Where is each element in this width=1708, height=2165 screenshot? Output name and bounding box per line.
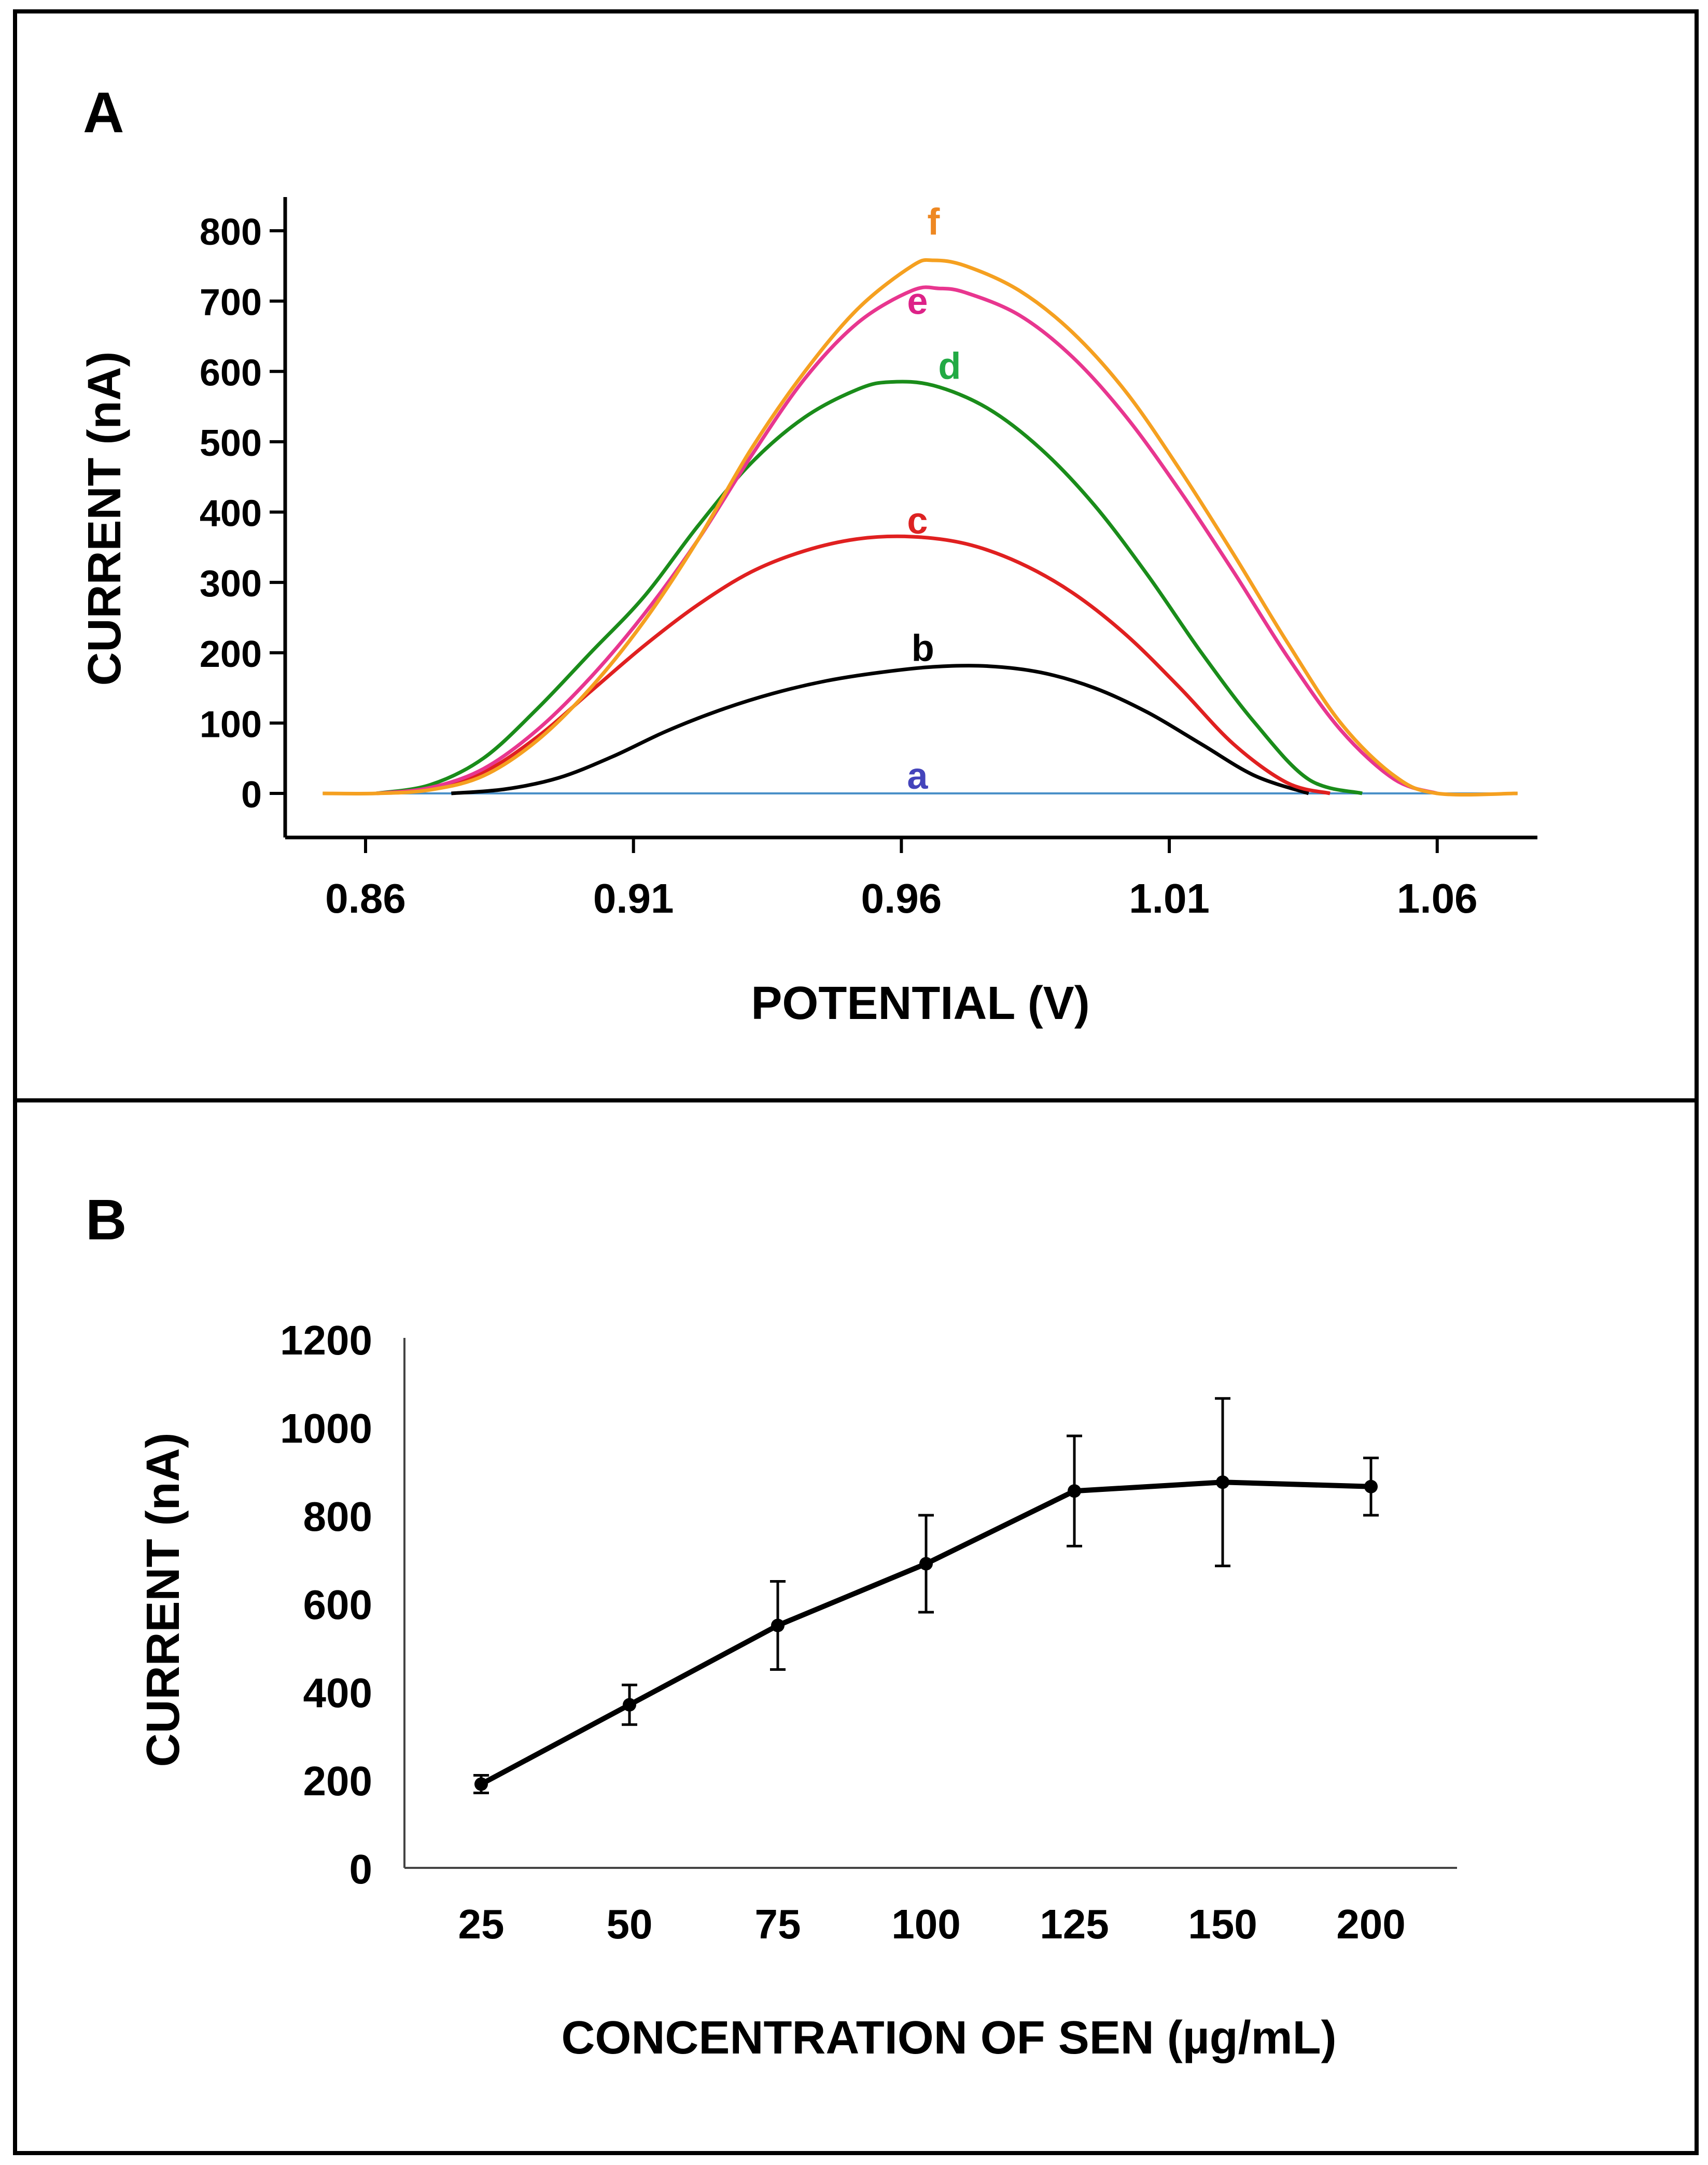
b-data-point [1216, 1475, 1229, 1489]
a-x-axis-title: POTENTIAL (V) [751, 977, 1089, 1029]
a-y-axis-title: CURRENT (nA) [79, 352, 131, 686]
b-y-tick-label: 800 [303, 1493, 372, 1540]
panel-a-letter: A [83, 81, 124, 145]
a-x-tick-label: 0.91 [593, 875, 674, 921]
a-series-line-b [451, 664, 1309, 795]
b-x-tick-label: 75 [755, 1901, 801, 1947]
a-y-tick-label: 0 [241, 774, 262, 816]
a-series-label-a: a [907, 756, 928, 797]
b-y-tick-label: 400 [303, 1670, 372, 1716]
b-x-axis-title: CONCENTRATION OF SEN (µg/mL) [561, 2012, 1336, 2064]
panel-b-frame [13, 1098, 1699, 2155]
a-y-tick-label: 600 [200, 352, 262, 394]
b-y-axis-title: CURRENT (nA) [137, 1433, 189, 1767]
a-series-label-f: f [927, 201, 940, 243]
b-data-point [474, 1777, 488, 1791]
panel-b-letter: B [86, 1188, 127, 1252]
a-series-line-f [323, 258, 1518, 797]
a-x-tick-label: 1.06 [1397, 875, 1478, 921]
b-data-point [623, 1698, 636, 1712]
b-x-tick-label: 125 [1040, 1901, 1109, 1947]
b-data-point [1068, 1484, 1081, 1498]
a-series-line-e [376, 285, 1438, 795]
a-y-tick-label: 200 [200, 634, 262, 675]
b-y-tick-label: 0 [349, 1846, 373, 1892]
a-x-tick-label: 0.86 [325, 875, 406, 921]
panel-a-frame [13, 9, 1699, 1102]
a-y-tick-label: 800 [200, 212, 262, 253]
a-y-tick-label: 100 [200, 704, 262, 745]
a-series-line-d [376, 380, 1363, 795]
a-series-label-d: d [938, 345, 961, 387]
b-x-tick-label: 25 [458, 1901, 505, 1947]
b-x-tick-label: 50 [607, 1901, 653, 1947]
a-y-tick-label: 400 [200, 493, 262, 535]
b-y-tick-label: 1200 [280, 1317, 372, 1363]
a-y-tick-label: 500 [200, 423, 262, 464]
b-y-tick-label: 600 [303, 1582, 372, 1628]
b-x-tick-label: 150 [1188, 1901, 1257, 1947]
a-series-label-e: e [907, 281, 928, 323]
a-series-label-c: c [907, 500, 928, 542]
b-y-tick-label: 200 [303, 1758, 372, 1804]
b-data-point [771, 1618, 785, 1632]
b-y-tick-label: 1000 [280, 1405, 372, 1451]
a-x-tick-label: 0.96 [861, 875, 942, 921]
a-x-tick-label: 1.01 [1129, 875, 1210, 921]
a-series-line-c [376, 534, 1331, 795]
chart-b: 0 200 400 600 800 1000 1200 25 50 75 100 125 150 200… [137, 1317, 1457, 2064]
b-x-tick-label: 200 [1336, 1901, 1405, 1947]
b-x-tick-label: 100 [891, 1901, 960, 1947]
b-data-point [1364, 1479, 1378, 1493]
b-data-point [919, 1557, 933, 1571]
a-y-tick-label: 700 [200, 282, 262, 324]
a-y-tick-label: 300 [200, 563, 262, 605]
a-series-label-b: b [912, 627, 934, 669]
chart-a: 0 100 200 300 400 500 600 700 800 0.86 0.91 0.96 1.… [79, 197, 1537, 1029]
